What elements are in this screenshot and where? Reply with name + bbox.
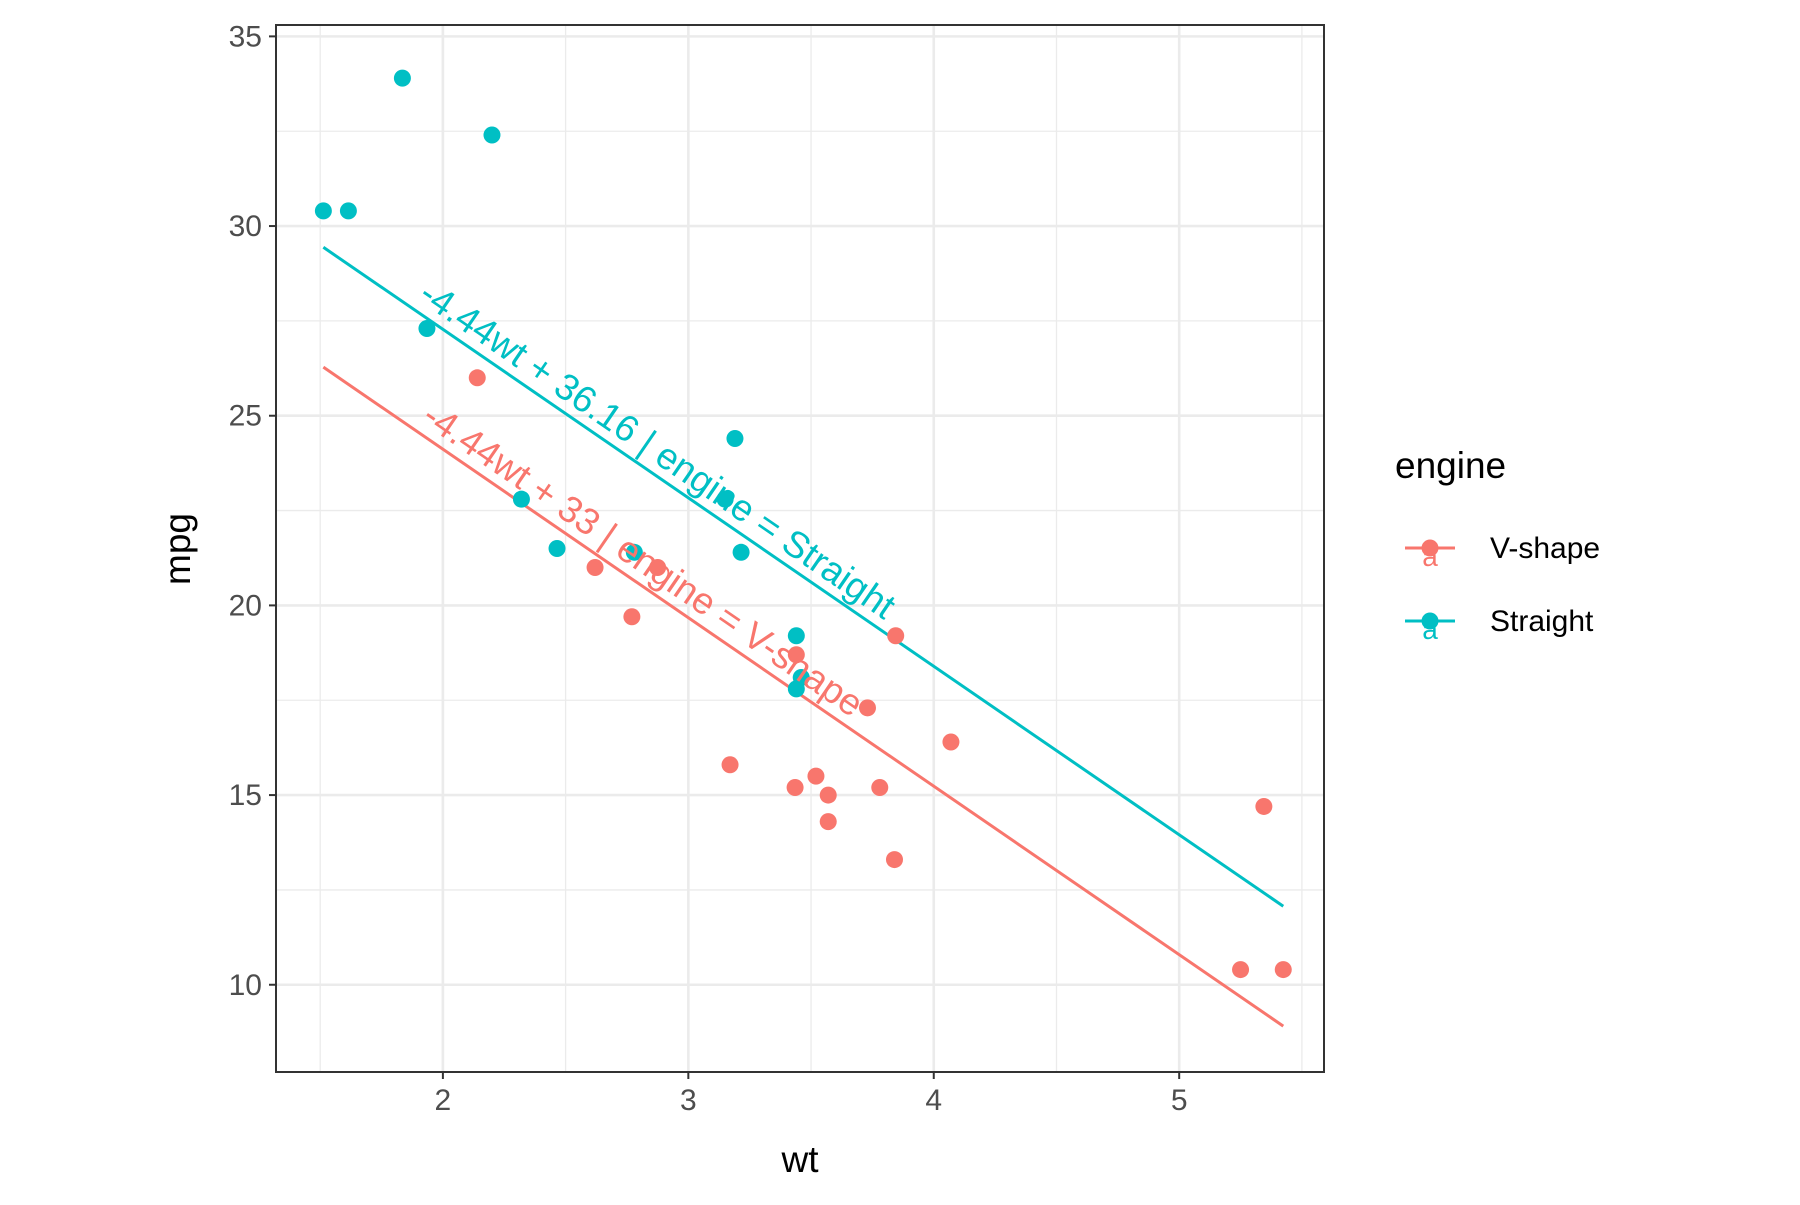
data-point [393,69,411,87]
data-point [625,543,643,561]
data-point [339,202,357,220]
data-point [858,699,876,717]
y-tick-label: 15 [229,779,262,812]
legend: engine a V-shape a Straight [1395,445,1600,645]
data-point [887,627,905,645]
legend-key-glyph: a [1422,614,1438,645]
legend-title: engine [1395,445,1506,486]
panel-border [275,24,1325,1073]
y-axis-title: mpg [157,513,198,585]
y-axis: 10 15 20 25 30 35 [229,20,276,1002]
data-point [1274,961,1292,979]
data-point [623,608,641,626]
data-point [314,202,332,220]
data-point [792,668,810,686]
data-point [548,540,566,557]
legend-key-glyph: a [1422,541,1438,572]
data-point [787,646,805,664]
data-point [819,786,837,804]
panel-background [276,25,1324,1072]
data-point [726,429,744,447]
x-axis-title: wt [781,1139,820,1180]
y-tick-label: 20 [229,589,262,622]
data-point [787,627,805,645]
data-point [649,558,667,576]
data-point [732,543,750,561]
y-tick-label: 25 [229,400,262,433]
data-point [942,733,960,751]
x-tick-label: 3 [680,1084,697,1117]
data-point [721,756,739,774]
legend-key-point [1421,539,1439,557]
x-tick-label: 5 [1171,1084,1188,1117]
x-axis: 2 3 4 5 [435,1072,1188,1117]
data-point [871,778,889,796]
legend-key-point [1421,612,1439,630]
data-point [1255,797,1273,815]
legend-label: Straight [1490,605,1594,638]
x-tick-label: 2 [435,1084,452,1117]
data-point [418,319,436,337]
grid-lines [276,25,1324,1072]
y-tick-label: 10 [229,969,262,1002]
data-point [819,813,837,831]
data-point [483,126,501,144]
data-point [807,767,825,785]
data-point [885,851,903,869]
x-tick-label: 4 [925,1084,942,1117]
data-points [314,69,1292,979]
fit-lines [322,246,1285,1028]
fit-line [322,246,1285,908]
legend-label: V-shape [1490,532,1600,565]
plot-panel [276,25,1324,1072]
data-point [586,558,604,576]
data-point [786,778,804,796]
data-point [468,369,486,387]
data-point [512,490,530,508]
y-tick-label: 30 [229,210,262,243]
y-tick-label: 35 [229,20,262,53]
panel-frame [275,24,1325,1073]
data-point [1232,961,1250,979]
fit-line [322,365,1285,1028]
data-point [716,490,734,508]
